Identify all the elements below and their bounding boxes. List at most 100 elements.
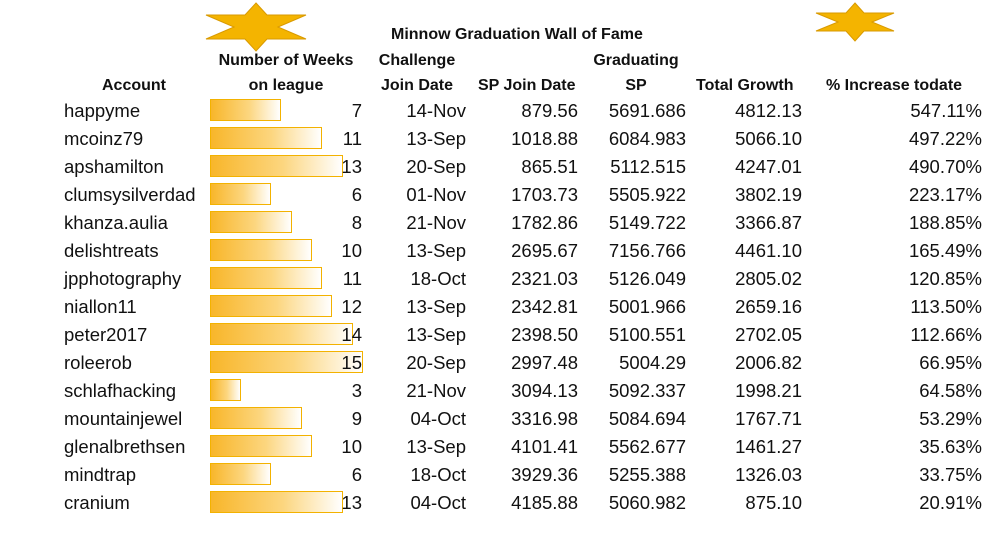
graduating-sp-cell: 6084.983: [608, 128, 686, 149]
join-date-cell: 13-Sep: [406, 296, 466, 317]
join-date-cell: 13-Sep: [406, 436, 466, 457]
header-graduating-sp: Graduating SP: [586, 48, 686, 98]
weeks-cell: 13: [341, 156, 362, 177]
graduating-sp-cell: 5084.694: [608, 408, 686, 429]
join-date-cell: 21-Nov: [406, 380, 466, 401]
sp-join-cell: 2321.03: [511, 268, 578, 289]
sp-join-cell: 4185.88: [511, 492, 578, 513]
total-growth-cell: 3802.19: [735, 184, 802, 205]
header-graduating-line1: Graduating: [593, 52, 679, 69]
weeks-data-bar: [210, 267, 322, 289]
sp-join-cell: 2398.50: [511, 324, 578, 345]
total-growth-cell: 2702.05: [735, 324, 802, 345]
weeks-cell: 10: [341, 436, 362, 457]
weeks-cell: 6: [351, 184, 362, 205]
weeks-data-bar: [210, 295, 332, 317]
sp-join-cell: 2997.48: [511, 352, 578, 373]
account-cell: delishtreats: [64, 240, 159, 261]
weeks-data-bar: [210, 127, 322, 149]
weeks-cell: 11: [342, 268, 362, 289]
table-row: mcoinz79 11 13-Sep 1018.88 6084.983 5066.10 49…: [0, 126, 1005, 154]
weeks-data-bar: [210, 183, 271, 205]
sp-join-cell: 1018.88: [511, 128, 578, 149]
join-date-cell: 01-Nov: [406, 184, 466, 205]
graduating-sp-cell: 5112.515: [610, 156, 686, 177]
table-row: cranium 13 04-Oct 4185.88 5060.982 875.10 20.9…: [0, 490, 1005, 518]
sp-join-cell: 1703.73: [511, 184, 578, 205]
pct-increase-cell: 112.66%: [910, 324, 982, 345]
weeks-data-bar: [210, 351, 363, 373]
graduating-sp-cell: 5004.29: [619, 352, 686, 373]
header-challenge-join-date: Challenge Join Date: [372, 48, 462, 98]
weeks-data-bar: [210, 99, 281, 121]
table-row: khanza.aulia 8 21-Nov 1782.86 5149.722 3366.8…: [0, 210, 1005, 238]
page-title: Minnow Graduation Wall of Fame: [391, 26, 643, 43]
account-cell: clumsysilverdad: [64, 184, 196, 205]
header-weeks-line2: on league: [248, 77, 324, 94]
account-cell: mcoinz79: [64, 128, 144, 149]
join-date-cell: 18-Oct: [410, 268, 466, 289]
table-row: clumsysilverdad 6 01-Nov 1703.73 5505.922 380…: [0, 182, 1005, 210]
total-growth-cell: 2006.82: [735, 352, 802, 373]
weeks-data-bar: [210, 407, 302, 429]
graduating-sp-cell: 5691.686: [608, 100, 686, 121]
sp-join-cell: 4101.41: [511, 436, 578, 457]
sp-join-cell: 2695.67: [511, 240, 578, 261]
account-cell: mindtrap: [64, 464, 136, 485]
header-weeks: Number of Weeks on league: [206, 48, 366, 98]
weeks-cell: 14: [341, 324, 362, 345]
pct-increase-cell: 490.70%: [908, 156, 982, 177]
account-cell: happyme: [64, 100, 141, 121]
join-date-cell: 18-Oct: [410, 464, 466, 485]
graduating-sp-cell: 5149.722: [608, 212, 686, 233]
pct-increase-cell: 33.75%: [919, 464, 982, 485]
account-cell: schlafhacking: [64, 380, 177, 401]
weeks-cell: 8: [351, 212, 362, 233]
join-date-cell: 13-Sep: [406, 128, 466, 149]
total-growth-cell: 5066.10: [735, 128, 802, 149]
left-star-shape: [205, 2, 307, 52]
header-graduating-line2: SP: [625, 77, 647, 94]
join-date-cell: 21-Nov: [406, 212, 466, 233]
header-challenge-line1: Challenge: [378, 52, 456, 69]
header-challenge-line2: Join Date: [380, 77, 453, 94]
graduating-sp-cell: 5562.677: [608, 436, 686, 457]
join-date-cell: 20-Sep: [406, 352, 466, 373]
header-weeks-line1: Number of Weeks: [218, 52, 354, 69]
weeks-cell: 11: [342, 128, 362, 149]
weeks-data-bar: [210, 379, 241, 401]
graduating-sp-cell: 5092.337: [608, 380, 686, 401]
pct-increase-cell: 120.85%: [908, 268, 982, 289]
graduating-sp-cell: 5100.551: [608, 324, 686, 345]
left-star-icon: [205, 2, 307, 52]
graduating-sp-cell: 5505.922: [608, 184, 686, 205]
total-growth-cell: 2659.16: [735, 296, 802, 317]
pct-increase-cell: 35.63%: [919, 436, 982, 457]
account-cell: peter2017: [64, 324, 148, 345]
header-pct-increase: % Increase todate: [826, 77, 963, 94]
total-growth-cell: 4247.01: [735, 156, 802, 177]
total-growth-cell: 1326.03: [735, 464, 802, 485]
total-growth-cell: 875.10: [745, 492, 802, 513]
weeks-cell: 7: [351, 100, 362, 121]
table-row: apshamilton 13 20-Sep 865.51 5112.515 4247.01…: [0, 154, 1005, 182]
sp-join-cell: 3316.98: [511, 408, 578, 429]
pct-increase-cell: 223.17%: [908, 184, 982, 205]
account-cell: niallon11: [64, 296, 137, 317]
weeks-cell: 13: [341, 492, 362, 513]
account-cell: jpphotography: [64, 268, 182, 289]
weeks-cell: 12: [341, 296, 362, 317]
weeks-data-bar: [210, 463, 271, 485]
header-account: Account: [102, 77, 166, 94]
table-row: roleerob 15 20-Sep 2997.48 5004.29 2006.82 66.…: [0, 350, 1005, 378]
table-row: schlafhacking 3 21-Nov 3094.13 5092.337 1998.…: [0, 378, 1005, 406]
join-date-cell: 13-Sep: [406, 324, 466, 345]
graduating-sp-cell: 5001.966: [608, 296, 686, 317]
sp-join-cell: 3094.13: [511, 380, 578, 401]
join-date-cell: 20-Sep: [406, 156, 466, 177]
graduating-sp-cell: 5255.388: [608, 464, 686, 485]
account-cell: cranium: [64, 492, 130, 513]
pct-increase-cell: 53.29%: [919, 408, 982, 429]
pct-increase-cell: 113.50%: [910, 296, 982, 317]
header-sp-join-date: SP Join Date: [478, 77, 576, 94]
